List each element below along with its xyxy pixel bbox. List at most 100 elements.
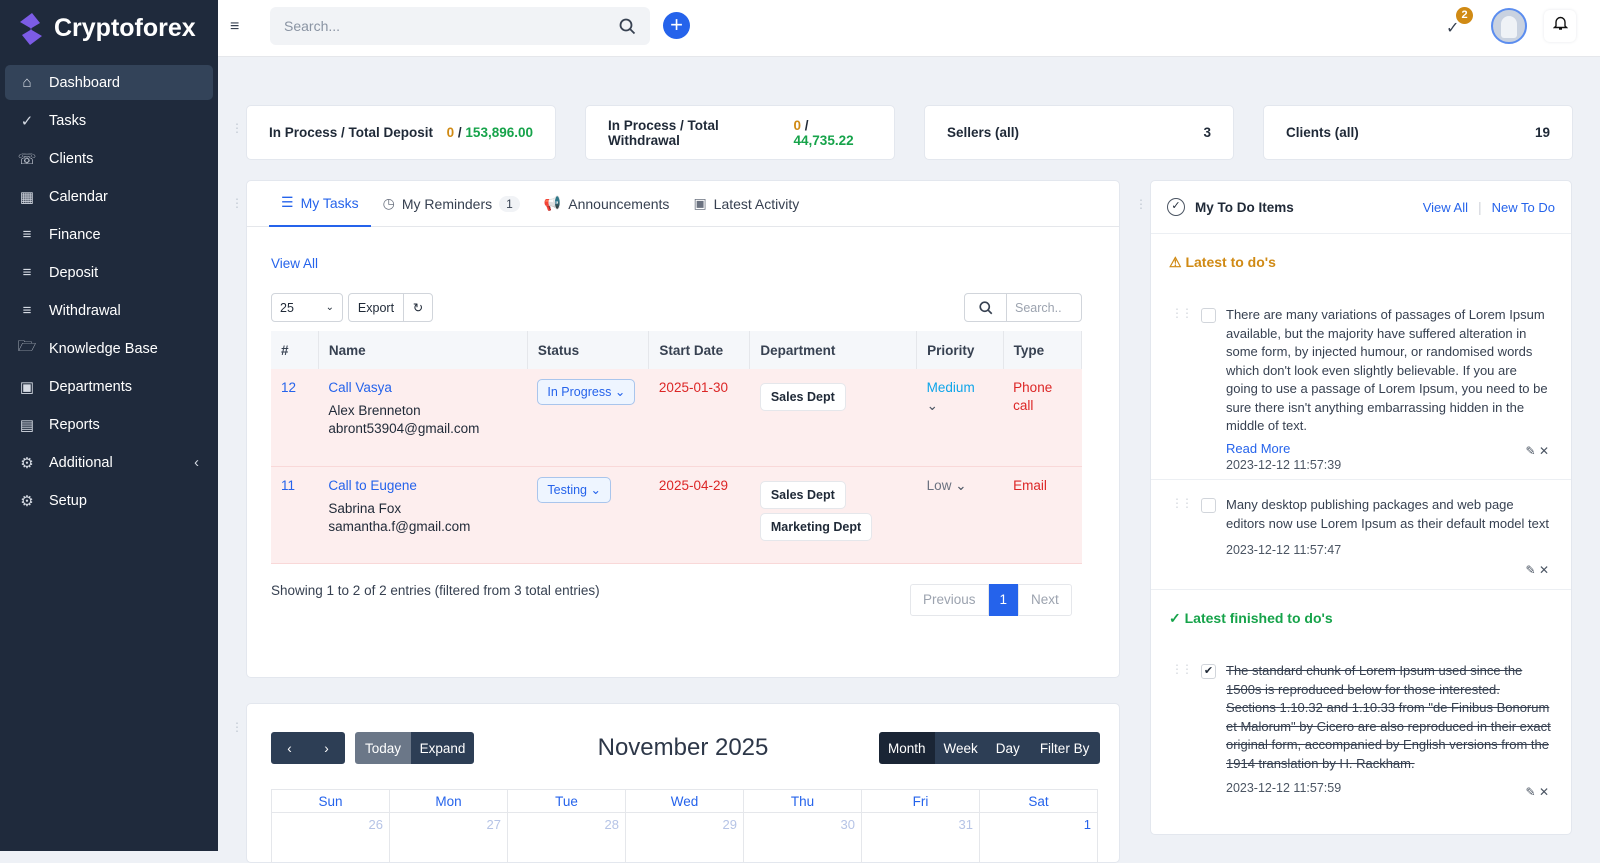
- column-header[interactable]: Start Date: [648, 331, 751, 369]
- delete-icon[interactable]: ✕: [1538, 785, 1549, 799]
- view-month-button[interactable]: Month: [879, 732, 935, 764]
- chevron-down-icon[interactable]: ⌄: [926, 398, 938, 413]
- sidebar-item-tasks[interactable]: ✓ Tasks: [5, 103, 213, 138]
- status-dropdown[interactable]: In Progress ⌄: [537, 379, 636, 405]
- sidebar-item-label: Setup: [49, 492, 87, 509]
- search-icon[interactable]: [619, 18, 636, 35]
- page-size-select[interactable]: 25 ⌄: [271, 293, 343, 322]
- chevron-left-icon[interactable]: ‹: [194, 454, 199, 471]
- task-id-link[interactable]: 12: [281, 380, 297, 395]
- sidebar-item-additional[interactable]: ⚙ Additional ‹: [5, 445, 213, 480]
- calendar-day-cell[interactable]: 28: [508, 813, 626, 863]
- global-search[interactable]: Search...: [270, 7, 650, 45]
- bell-button[interactable]: [1544, 10, 1576, 42]
- delete-icon[interactable]: ✕: [1538, 563, 1549, 577]
- search-input[interactable]: Search...: [284, 18, 341, 34]
- column-header[interactable]: Department: [749, 331, 918, 369]
- weekday-header: Tue: [508, 790, 626, 813]
- view-all-tasks-link[interactable]: View All: [271, 256, 319, 271]
- gears-icon: ⚙: [20, 454, 34, 472]
- calendar-day-cell[interactable]: 29: [626, 813, 744, 863]
- column-header[interactable]: Status: [527, 331, 650, 369]
- task-id-link[interactable]: 11: [281, 477, 296, 493]
- calendar-day-cell[interactable]: 1: [980, 813, 1098, 863]
- todo-checkbox-checked[interactable]: ✔: [1201, 664, 1216, 679]
- calendar-day-cell[interactable]: 27: [390, 813, 508, 863]
- edit-icon[interactable]: ✎: [1525, 785, 1536, 799]
- table-search-button[interactable]: [964, 293, 1007, 322]
- todo-checkbox[interactable]: [1201, 498, 1216, 513]
- column-header[interactable]: Name: [318, 331, 528, 369]
- calendar-day-cell[interactable]: 26: [272, 813, 390, 863]
- sidebar-item-withdrawal[interactable]: ≡ Withdrawal: [5, 293, 213, 328]
- sidebar-item-reports[interactable]: ▤ Reports: [5, 407, 213, 442]
- today-button[interactable]: Today: [355, 732, 411, 764]
- todo-checkbox[interactable]: [1201, 308, 1216, 323]
- notification-badge: 2: [1456, 7, 1473, 24]
- task-title-link[interactable]: Call Vasya: [328, 380, 392, 395]
- new-todo-link[interactable]: New To Do: [1491, 199, 1555, 215]
- status-value: In Progress: [547, 385, 612, 399]
- priority-value[interactable]: Low: [926, 477, 952, 493]
- todo-check-button[interactable]: ✓ 2: [1446, 7, 1476, 44]
- next-month-button[interactable]: ›: [308, 732, 345, 764]
- todo-item: ⋮⋮ There are many variations of passages…: [1151, 290, 1571, 480]
- add-button[interactable]: +: [663, 12, 690, 39]
- read-more-link[interactable]: Read More: [1226, 441, 1291, 456]
- chevron-down-icon[interactable]: ⌄: [955, 477, 967, 493]
- chevron-down-icon: ⌄: [590, 482, 601, 497]
- stat-card-withdrawal: In Process / Total Withdrawal 0 / 44,735…: [585, 105, 895, 160]
- calendar-day-cell[interactable]: 30: [744, 813, 862, 863]
- priority-value[interactable]: Medium: [926, 380, 975, 395]
- refresh-button[interactable]: ↻: [403, 293, 433, 322]
- drag-handle[interactable]: ⋮⋮: [1171, 306, 1193, 320]
- prev-month-button[interactable]: ‹: [271, 732, 308, 764]
- column-header[interactable]: Type: [1003, 331, 1083, 369]
- todo-text: Many desktop publishing packages and web…: [1226, 497, 1549, 531]
- sidebar-item-finance[interactable]: ≡ Finance: [5, 217, 213, 252]
- sidebar-item-label: Reports: [49, 416, 100, 433]
- calendar-day-cell[interactable]: 31: [862, 813, 980, 863]
- avatar[interactable]: [1491, 8, 1527, 44]
- status-dropdown[interactable]: Testing ⌄: [537, 476, 611, 503]
- calendar-views: Month Week Day Filter By: [879, 732, 1101, 764]
- edit-icon[interactable]: ✎: [1525, 444, 1536, 458]
- column-header[interactable]: #: [271, 331, 319, 369]
- sidebar-item-departments[interactable]: ▣ Departments: [5, 369, 213, 404]
- tab-my-tasks[interactable]: ☰ My Tasks: [269, 181, 371, 227]
- brand-logo[interactable]: Cryptoforex: [0, 0, 218, 57]
- drag-handle[interactable]: ⋮⋮: [1171, 496, 1193, 510]
- sidebar-item-knowledge-base[interactable]: 🗁 Knowledge Base: [5, 331, 213, 366]
- bell-icon: [1552, 16, 1568, 30]
- tab-latest-activity[interactable]: ▣ Latest Activity: [681, 181, 811, 227]
- export-button[interactable]: Export: [348, 293, 404, 322]
- weekday-header: Thu: [744, 790, 862, 813]
- previous-button[interactable]: Previous: [910, 584, 989, 616]
- sidebar-item-calendar[interactable]: ▦ Calendar: [5, 179, 213, 214]
- sidebar-item-clients[interactable]: ☏ Clients: [5, 141, 213, 176]
- tab-my-reminders[interactable]: ◷ My Reminders 1: [371, 181, 532, 227]
- next-button[interactable]: Next: [1018, 584, 1072, 616]
- edit-icon[interactable]: ✎: [1525, 563, 1536, 577]
- table-search-input[interactable]: Search..: [1006, 293, 1082, 322]
- menu-toggle-icon[interactable]: ≡: [230, 18, 240, 35]
- tab-announcements[interactable]: 📢 Announcements: [532, 181, 682, 227]
- sidebar-item-setup[interactable]: ⚙ Setup: [5, 483, 213, 518]
- task-title-link[interactable]: Call to Eugene: [328, 477, 417, 493]
- sidebar-item-deposit[interactable]: ≡ Deposit: [5, 255, 213, 290]
- view-week-button[interactable]: Week: [934, 732, 987, 764]
- drag-handle[interactable]: ⋮⋮: [1171, 662, 1193, 676]
- sidebar-item-label: Additional: [49, 454, 113, 471]
- stat-total: 44,735.22: [793, 132, 854, 148]
- delete-icon[interactable]: ✕: [1538, 444, 1549, 458]
- page-1-button[interactable]: 1: [988, 584, 1019, 616]
- expand-button[interactable]: Expand: [411, 732, 474, 764]
- todo-timestamp: 2023-12-12 11:57:47: [1226, 543, 1342, 557]
- check-circle-icon: ✓: [1167, 198, 1185, 216]
- view-filter-by-button[interactable]: Filter By: [1028, 732, 1101, 764]
- sidebar-item-dashboard[interactable]: ⌂ Dashboard: [5, 65, 213, 100]
- column-header[interactable]: Priority: [916, 331, 1004, 369]
- todo-view-all-link[interactable]: View All: [1422, 199, 1469, 215]
- calendar-today-group: Today Expand: [355, 732, 474, 764]
- view-day-button[interactable]: Day: [986, 732, 1029, 764]
